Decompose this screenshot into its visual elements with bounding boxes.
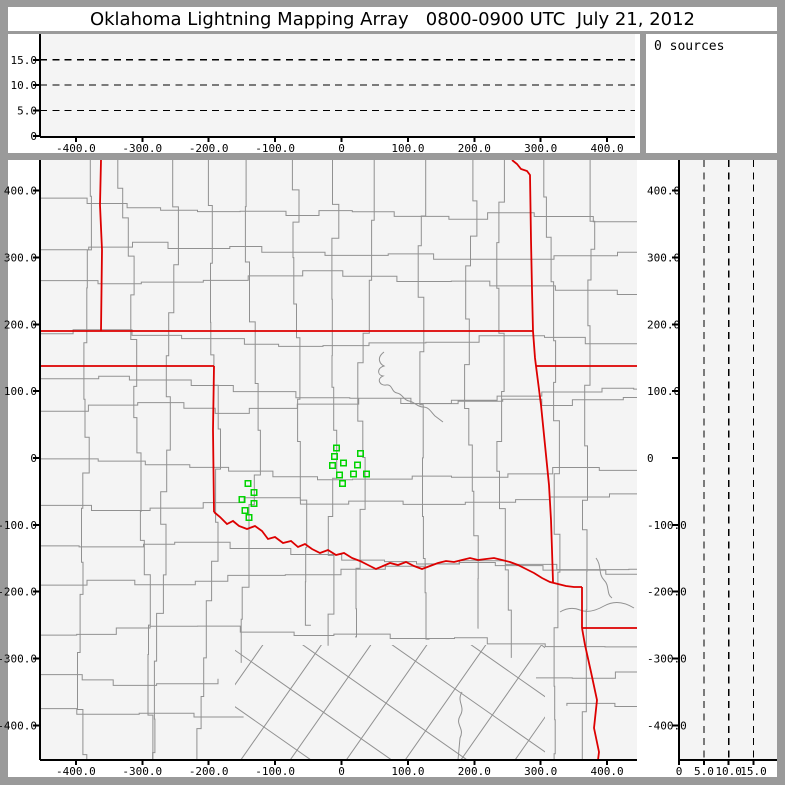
state-border-line — [532, 330, 554, 583]
ew-distance-tick-label: -300.0 — [122, 142, 162, 155]
ew-altitude-tick-label: 0 — [30, 130, 37, 143]
lma-station-marker — [245, 514, 253, 522]
ns-distance-tick-label: 200.0 — [4, 318, 37, 331]
source-count-panel: 0 sources — [646, 34, 777, 153]
ns-distance-tick-label: -100.0 — [647, 519, 687, 532]
lma-station-marker — [238, 496, 246, 504]
map-x-tick-label: 300.0 — [524, 765, 557, 778]
lma-station-marker — [363, 470, 371, 478]
ns-distance-tick-label: 200.0 — [647, 318, 680, 331]
state-border-line — [511, 160, 534, 332]
county-lines-tilted — [235, 645, 545, 760]
county-lines — [40, 160, 637, 760]
ew-distance-tick-label: 300.0 — [524, 142, 557, 155]
ew-altitude-tick-label: 10.0 — [11, 79, 38, 92]
map-x-tick-label: -200.0 — [189, 765, 229, 778]
ns-distance-tick-label: -200.0 — [0, 586, 37, 599]
ew-distance-tick-label: -200.0 — [189, 142, 229, 155]
state-border-line — [99, 160, 103, 332]
ns-altitude-tick-label: 5.0 — [694, 765, 714, 778]
lma-station-marker — [250, 500, 258, 508]
map-x-tick-label: 0 — [338, 765, 345, 778]
ns-distance-tick-label: -200.0 — [647, 586, 687, 599]
lma-station-marker — [241, 507, 249, 515]
river-line — [378, 351, 444, 423]
ns-altitude-tick-label: 15.0 — [740, 765, 767, 778]
lma-station-marker — [357, 450, 365, 458]
ns-distance-tick-label: 400.0 — [647, 185, 680, 198]
tick-labels: 05.010.015.0-400.0 -300.0 -200.0 -100.0 0 100… — [0, 54, 767, 778]
map-x-tick-label: -300.0 — [122, 765, 162, 778]
lma-stations — [238, 444, 371, 522]
map-x-tick-label: 200.0 — [458, 765, 491, 778]
lma-station-marker — [350, 470, 358, 478]
ns-altitude-tick-label: 0 — [676, 765, 683, 778]
state-border-line — [581, 627, 600, 760]
ns-distance-tick-label: 300.0 — [647, 252, 680, 265]
plan-view-plot[interactable] — [40, 160, 637, 760]
ns-distance-tick-label: -300.0 — [647, 652, 687, 665]
map-x-tick-label: -100.0 — [255, 765, 295, 778]
lma-station-marker — [329, 462, 337, 470]
state-border-line — [213, 511, 582, 588]
ns-distance-tick-label: 0 — [647, 452, 654, 465]
ns-distance-tick-label: -400.0 — [647, 719, 687, 732]
map-x-tick-label: -400.0 — [56, 765, 96, 778]
ew-altitude-tick-label: 15.0 — [11, 54, 38, 67]
lma-station-marker — [331, 453, 339, 461]
ns-distance-tick-label: -100.0 — [0, 519, 37, 532]
ew-distance-tick-label: 200.0 — [458, 142, 491, 155]
ns-distance-tick-label: 400.0 — [4, 185, 37, 198]
river-lines — [378, 351, 635, 760]
ns-distance-tick-label: 300.0 — [4, 252, 37, 265]
map-x-tick-label: 100.0 — [391, 765, 424, 778]
county-grid-tilted — [235, 645, 545, 760]
state-borders — [40, 160, 637, 760]
lma-station-marker — [354, 461, 362, 469]
lma-station-marker — [340, 459, 348, 467]
lma-station-marker — [244, 480, 252, 488]
lma-station-marker — [333, 444, 341, 452]
ew-altitude-tick-label: 5.0 — [17, 105, 37, 118]
ew-distance-tick-label: 400.0 — [591, 142, 624, 155]
window-title: Oklahoma Lightning Mapping Array 0800-09… — [89, 8, 696, 30]
ew-distance-tick-label: 0 — [338, 142, 345, 155]
lma-station-marker — [339, 480, 347, 488]
lma-station-marker — [336, 471, 344, 479]
dashed-gridlines — [40, 59, 755, 760]
ns-distance-tick-label: -400.0 — [0, 719, 37, 732]
river-line — [457, 691, 463, 760]
title-bar: Oklahoma Lightning Mapping Array 0800-09… — [8, 7, 777, 31]
ns-distance-tick-label: -300.0 — [0, 652, 37, 665]
map-x-tick-label: 400.0 — [591, 765, 624, 778]
ns-distance-tick-label: 0 — [30, 452, 37, 465]
axes — [33, 34, 777, 765]
ew-distance-tick-label: -100.0 — [255, 142, 295, 155]
ns-distance-tick-label: 100.0 — [4, 385, 37, 398]
ns-altitude-plot[interactable] — [679, 160, 777, 760]
ns-altitude-tick-label: 10.0 — [715, 765, 742, 778]
state-border-line — [212, 365, 215, 513]
river-line — [595, 557, 613, 599]
river-line — [559, 602, 635, 613]
ew-distance-tick-label: -400.0 — [56, 142, 96, 155]
ew-distance-tick-label: 100.0 — [391, 142, 424, 155]
county-grid — [40, 160, 637, 760]
ns-distance-tick-label: 100.0 — [647, 385, 680, 398]
source-count-label: 0 sources — [654, 39, 725, 54]
lma-station-marker — [250, 489, 258, 497]
